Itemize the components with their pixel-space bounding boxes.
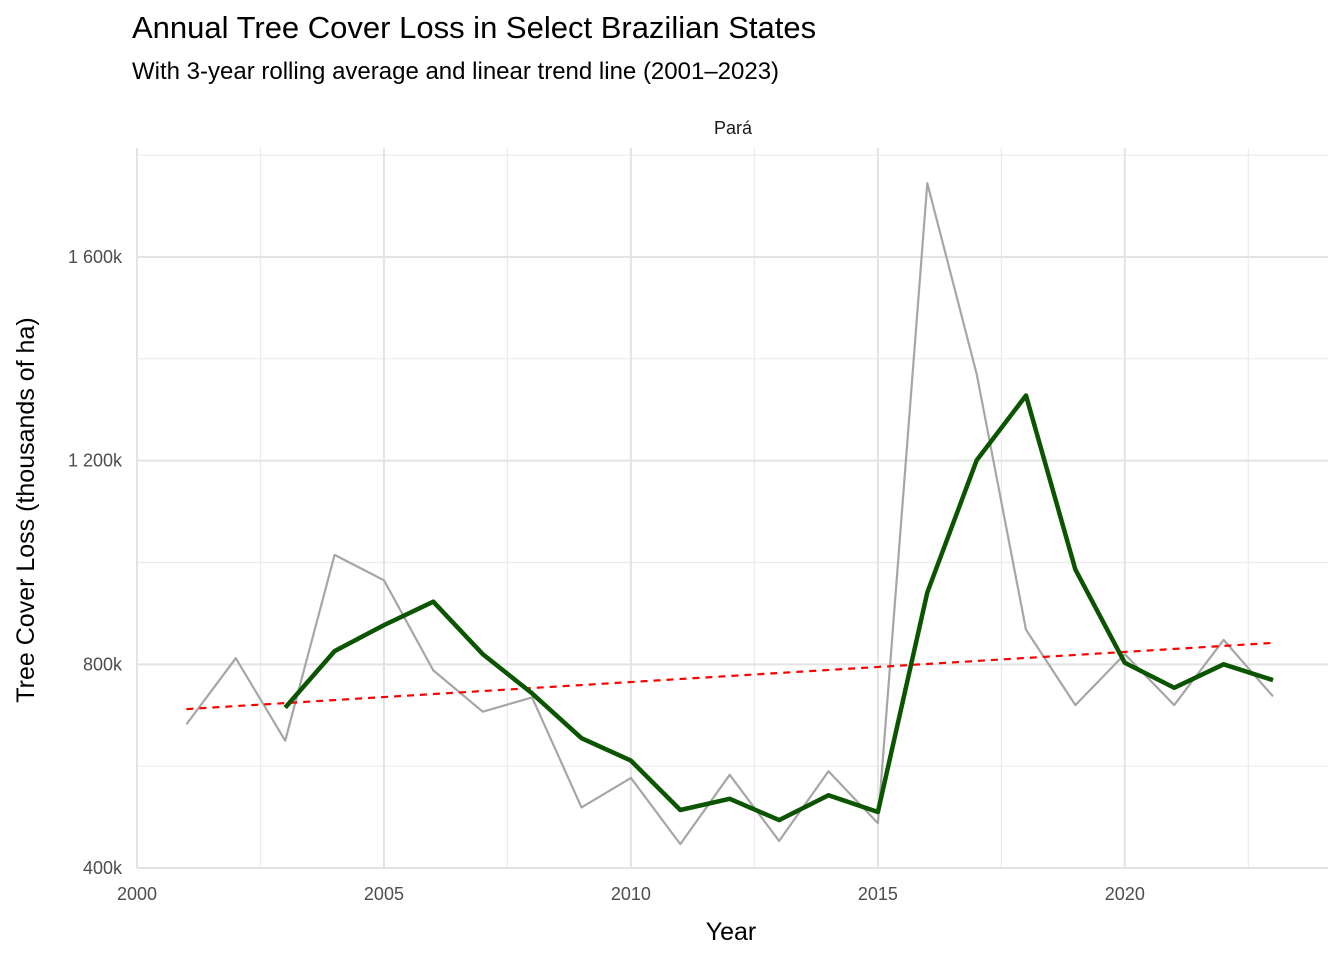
y-tick-label: 400k bbox=[83, 858, 123, 878]
x-axis-ticks: 2000 2005 2010 2015 2020 bbox=[117, 884, 1145, 904]
chart-subtitle: With 3-year rolling average and linear t… bbox=[132, 58, 780, 85]
minor-gridlines bbox=[137, 148, 1328, 868]
x-tick-label: 2000 bbox=[117, 884, 157, 904]
rolling-average-line bbox=[283, 393, 1274, 823]
facet-label: Pará bbox=[714, 118, 753, 138]
x-tick-label: 2010 bbox=[611, 884, 651, 904]
y-tick-label: 800k bbox=[83, 654, 123, 674]
annual-loss-line bbox=[185, 182, 1274, 846]
y-tick-label: 1 200k bbox=[68, 451, 123, 471]
x-axis-title: Year bbox=[706, 918, 757, 946]
x-tick-label: 2005 bbox=[364, 884, 404, 904]
major-gridlines bbox=[136, 148, 1328, 869]
y-axis-ticks: 400k 800k 1 200k 1 600k bbox=[68, 247, 123, 878]
x-tick-label: 2020 bbox=[1105, 884, 1145, 904]
y-tick-label: 1 600k bbox=[68, 247, 123, 267]
series-layer bbox=[185, 182, 1274, 846]
y-axis-title: Tree Cover Loss (thousands of ha) bbox=[12, 317, 40, 702]
x-tick-label: 2015 bbox=[858, 884, 898, 904]
chart-title: Annual Tree Cover Loss in Select Brazili… bbox=[132, 10, 817, 45]
trend-line bbox=[186, 641, 1274, 711]
